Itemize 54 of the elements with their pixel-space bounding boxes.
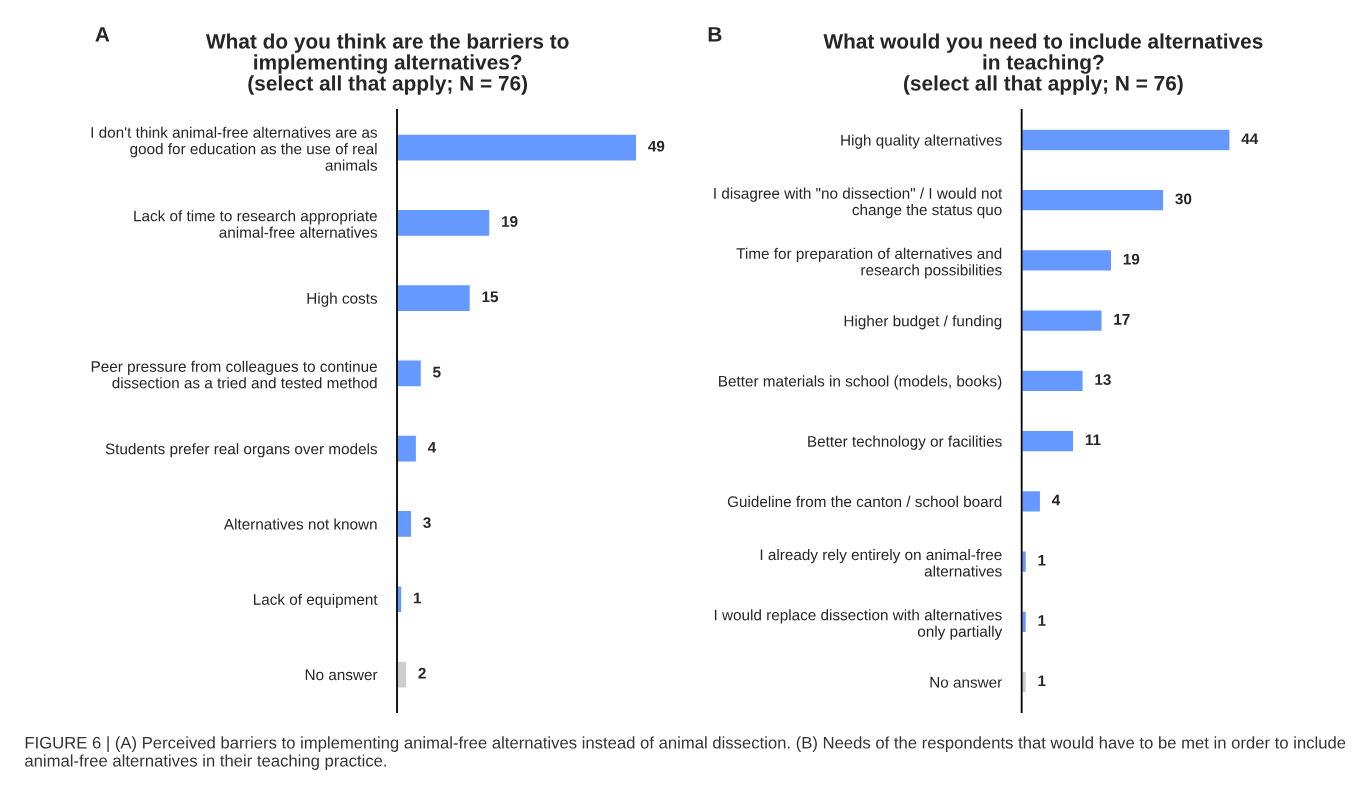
bar	[397, 133, 638, 162]
y-tick-label: I disagree with "no dissection" / I would not change the status quo	[714, 187, 1003, 219]
data-label: 13	[1095, 374, 1111, 386]
y-tick-label: Better materials in school (models, books)	[719, 375, 1002, 390]
bar	[397, 359, 423, 388]
y-tick-label: Alternatives not known	[223, 518, 377, 530]
data-label: 5	[433, 366, 441, 378]
y-tick-label: Lack of equipment	[253, 593, 378, 608]
data-label: 44	[1241, 133, 1259, 144]
data-label: 3	[423, 517, 431, 529]
data-label: 1	[1038, 675, 1046, 687]
y-tick-label: I would replace dissection with alternatives only partially	[714, 609, 1003, 640]
bar	[397, 509, 413, 539]
bar	[1021, 188, 1165, 212]
bar	[1021, 369, 1084, 393]
bar	[397, 283, 472, 313]
data-label: 11	[1085, 434, 1101, 446]
y-tick-label: Better technology or facilities	[808, 435, 1002, 450]
y-tick-label: I don't think animal-free alternatives are as good for education as the use of real animals	[91, 126, 378, 171]
text: B	[708, 27, 722, 42]
text: A	[95, 27, 110, 42]
data-label: 2	[418, 667, 426, 679]
bar	[1021, 128, 1231, 152]
data-label: 1	[413, 592, 422, 604]
data-label: 1	[1038, 555, 1046, 566]
data-label: 30	[1175, 193, 1192, 205]
y-tick-label: High costs	[307, 292, 378, 307]
y-tick-label: No answer	[930, 677, 1002, 688]
data-label: 15	[482, 291, 499, 303]
bar	[397, 208, 491, 238]
data-label: 4	[427, 442, 437, 453]
y-tick-label: Higher budget / funding	[844, 315, 1002, 330]
data-label: 17	[1114, 314, 1130, 325]
data-label: 1	[1038, 615, 1046, 626]
data-label: 19	[1123, 253, 1140, 265]
y-tick-label: Lack of time to research appropriate animal-free alternatives	[134, 210, 378, 238]
data-label: 4	[1051, 494, 1061, 506]
y-tick-label: Time for preparation of alternatives and research possibilities	[736, 247, 1002, 279]
chart-title: What do you think are the barriers to implementing alternatives? (select all that apply; N = 76)	[205, 33, 569, 95]
y-tick-label: I already rely entirely on animal-free alternatives	[760, 548, 1002, 577]
data-label: 19	[502, 216, 518, 227]
y-tick-label: Students prefer real organs over models	[105, 443, 378, 458]
bar	[1021, 489, 1042, 513]
y-tick-label: High quality alternatives	[841, 134, 1002, 149]
caption: FIGURE 6 | (A) Perceived barriers to implementing animal-free alternatives instead of animal dissection. (B) Needs of the respondents that would have to be met in order to include animal-free alternatives in their teaching practice.	[25, 736, 1346, 770]
bar	[397, 434, 418, 463]
bar	[1021, 309, 1103, 333]
data-label: 49	[648, 140, 665, 152]
bar	[1021, 429, 1075, 453]
y-tick-label: Guideline from the canton / school board	[727, 495, 1002, 508]
bar	[1021, 248, 1113, 272]
chart-title: What would you need to include alternatives in teaching? (select all that apply; N = 76)	[823, 33, 1263, 95]
y-tick-label: No answer	[305, 669, 378, 681]
y-tick-label: Peer pressure from colleagues to continue dissection as a tried and tested method	[91, 360, 377, 389]
